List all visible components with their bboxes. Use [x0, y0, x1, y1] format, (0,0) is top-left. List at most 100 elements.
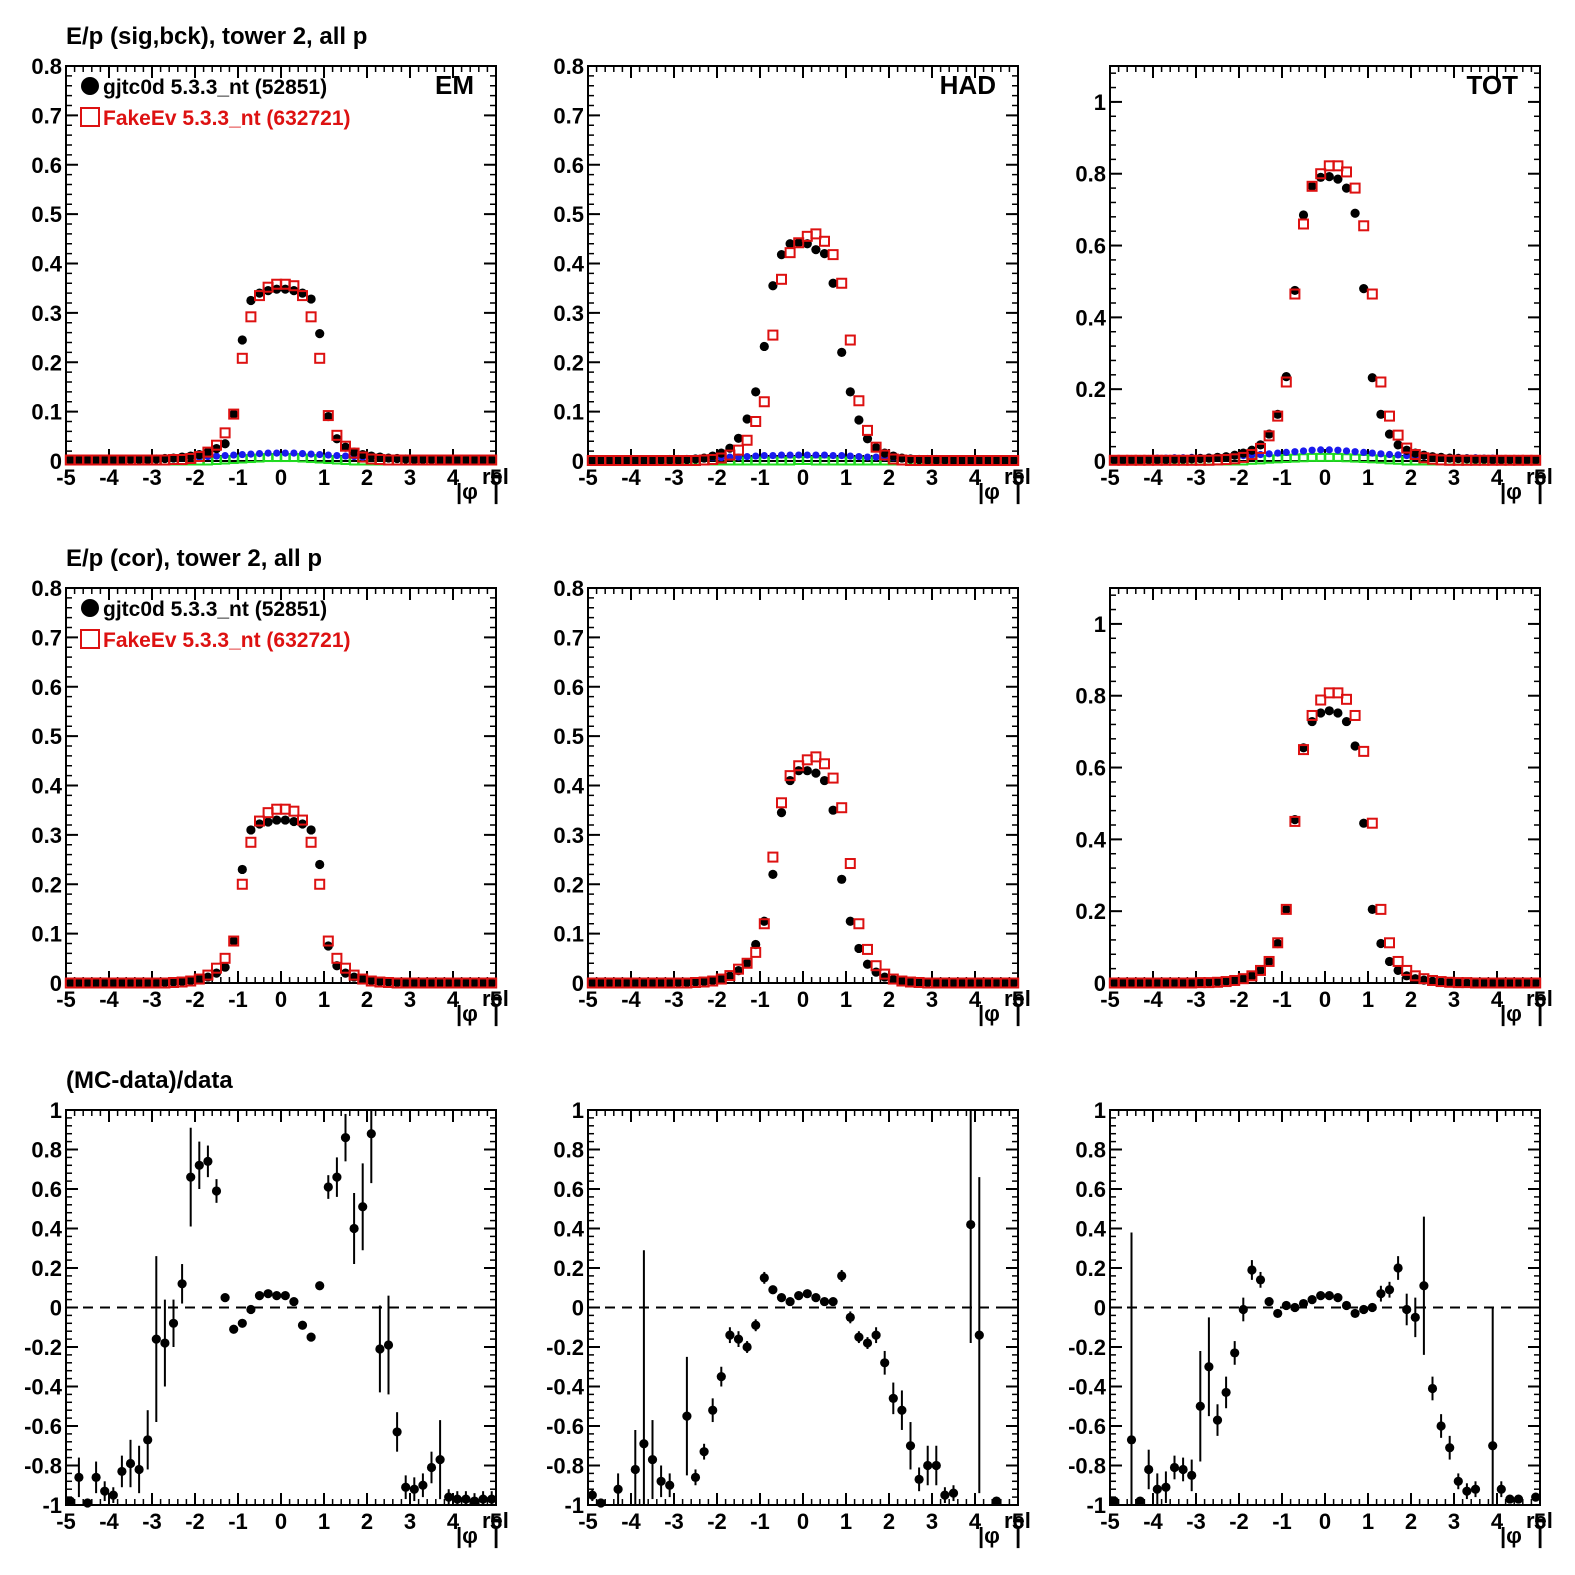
data-point [862, 959, 873, 969]
data-point [1152, 978, 1162, 988]
bkg-data-point [812, 451, 820, 459]
x-axis-label: |φ [1500, 1523, 1522, 1548]
x-axis-label-close: | [1015, 1001, 1021, 1026]
mc-point [486, 454, 498, 466]
data-point [819, 775, 830, 786]
data-point [220, 439, 230, 449]
data-point [923, 977, 933, 988]
mc-point [853, 918, 865, 930]
mc-point [776, 797, 787, 809]
data-point [1531, 978, 1541, 988]
bkg-data-point [1385, 450, 1394, 459]
mc-point [1306, 709, 1318, 721]
data-point [1427, 1383, 1438, 1394]
y-tick-label: 0.2 [31, 872, 62, 897]
data-point [880, 1358, 890, 1368]
x-tick-label: 4 [447, 465, 460, 490]
bkg-data-point [829, 451, 837, 460]
x-axis-label: |φ [456, 479, 478, 504]
data-point [134, 1464, 144, 1475]
mc-point [322, 410, 334, 422]
data-point [1436, 977, 1446, 987]
x-tick-label: -4 [621, 465, 641, 490]
data-point [229, 409, 239, 419]
data-point [108, 1490, 118, 1500]
data-point [1470, 454, 1481, 464]
y-tick-label: 0 [1094, 449, 1106, 474]
x-tick-label: 1 [318, 465, 330, 490]
y-tick-label: 0 [50, 449, 62, 474]
data-point [931, 455, 941, 465]
data-point [117, 978, 127, 988]
y-tick-label: 0.4 [553, 252, 584, 277]
data-point [1376, 938, 1386, 949]
y-tick-label: 0.8 [553, 1138, 584, 1163]
mc-point [1384, 937, 1395, 949]
x-axis-label-close: | [1015, 479, 1021, 504]
x-tick-label: -5 [1100, 1509, 1120, 1534]
data-point [682, 454, 692, 465]
mc-point [1280, 903, 1292, 915]
data-point [117, 455, 127, 465]
data-point [587, 1490, 597, 1500]
x-axis-label-sup: rel [1526, 464, 1553, 489]
legend: gjtc0d 5.3.3_nt (52851) FakeEv 5.3.3_nt (… [80, 598, 351, 652]
data-point [263, 817, 273, 827]
legend-entry: gjtc0d 5.3.3_nt (52851) [103, 76, 327, 99]
x-tick-label: -3 [142, 465, 162, 490]
data-point [656, 455, 666, 465]
data-point [776, 808, 787, 818]
mc-point [819, 235, 830, 247]
y-tick-label: 0.5 [553, 724, 584, 749]
y-tick-label: 0.6 [553, 153, 584, 178]
x-axis-label: |φ [978, 1001, 1000, 1026]
data-point [708, 451, 718, 461]
bkg-data-point [298, 449, 307, 458]
data-point [639, 455, 649, 466]
data-point [1376, 1289, 1386, 1299]
x-tick-label: -5 [56, 1509, 76, 1534]
data-point [1341, 183, 1352, 193]
y-tick-label: 0 [572, 449, 584, 474]
data-point [289, 816, 299, 827]
x-tick-label: 5 [490, 1509, 502, 1534]
mc-point [767, 329, 779, 341]
y-tick-label: 0.7 [31, 625, 62, 650]
x-tick-label: 2 [883, 987, 895, 1012]
x-tick-label: 3 [926, 987, 938, 1012]
mc-point [844, 334, 856, 346]
data-point [1462, 1486, 1472, 1496]
x-axis-label-sup: rel [482, 986, 509, 1011]
mc-point [245, 311, 257, 323]
x-tick-label: 0 [1319, 1509, 1331, 1534]
data-point [1341, 1300, 1352, 1311]
mc-point [1366, 288, 1378, 300]
y-tick-label: -0.8 [24, 1454, 62, 1479]
data-point [263, 1289, 273, 1299]
data-point [940, 1490, 950, 1500]
y-tick-label: 0.4 [1075, 827, 1106, 852]
mc-point [314, 878, 326, 890]
data-point [974, 978, 984, 988]
mc-point [1366, 817, 1378, 829]
x-tick-label: -2 [1229, 987, 1249, 1012]
data-point [1384, 1285, 1395, 1295]
data-point [194, 974, 204, 984]
data-point [991, 978, 1002, 988]
data-point [1436, 1421, 1446, 1431]
bkg-data-point [863, 453, 872, 461]
data-point [837, 874, 847, 884]
bkg-data-point [221, 451, 229, 460]
x-axis-label: |φ [456, 1001, 478, 1026]
mc-point [1358, 220, 1370, 232]
mc-point [1255, 442, 1266, 454]
data-point [1307, 716, 1317, 727]
data-point [74, 978, 84, 988]
data-point [1393, 1263, 1403, 1273]
data-point [469, 978, 480, 988]
y-tick-label: 0 [50, 1296, 62, 1321]
data-point [1178, 1464, 1188, 1475]
data-point [1298, 210, 1309, 220]
mc-point [297, 290, 308, 302]
legend-marker-mc [80, 629, 100, 649]
